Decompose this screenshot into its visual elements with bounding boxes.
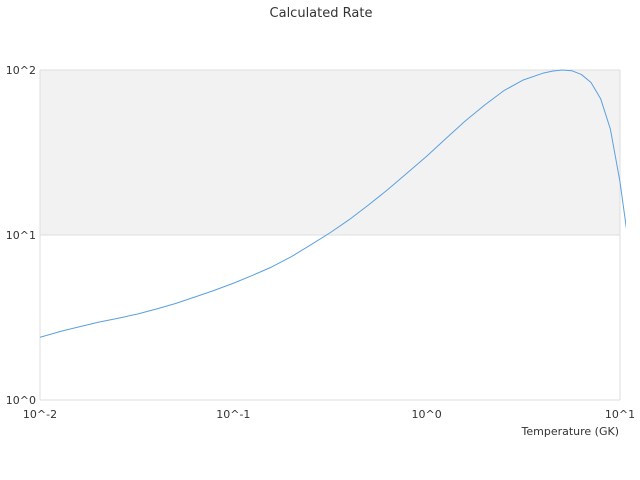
grid-lines — [39, 69, 621, 401]
y-tick-label: 10^2 — [6, 64, 36, 77]
x-tick-label: 10^-1 — [216, 408, 250, 421]
y-axis-ticks: 10^0 10^1 10^2 — [6, 64, 36, 407]
plot-band — [40, 70, 620, 235]
y-tick-label: 10^0 — [6, 394, 36, 407]
y-tick-label: 10^1 — [6, 229, 36, 242]
series-layer — [40, 69, 626, 338]
chart-title: Calculated Rate — [270, 6, 373, 21]
plot-background — [40, 70, 620, 235]
x-axis-ticks: 10^-2 10^-1 10^0 10^1 — [23, 408, 635, 421]
x-tick-label: 10^-2 — [23, 408, 57, 421]
x-tick-label: 10^0 — [412, 408, 442, 421]
x-axis-label: Temperature (GK) — [521, 425, 620, 438]
x-tick-label: 10^1 — [605, 408, 635, 421]
series-line — [40, 69, 626, 338]
